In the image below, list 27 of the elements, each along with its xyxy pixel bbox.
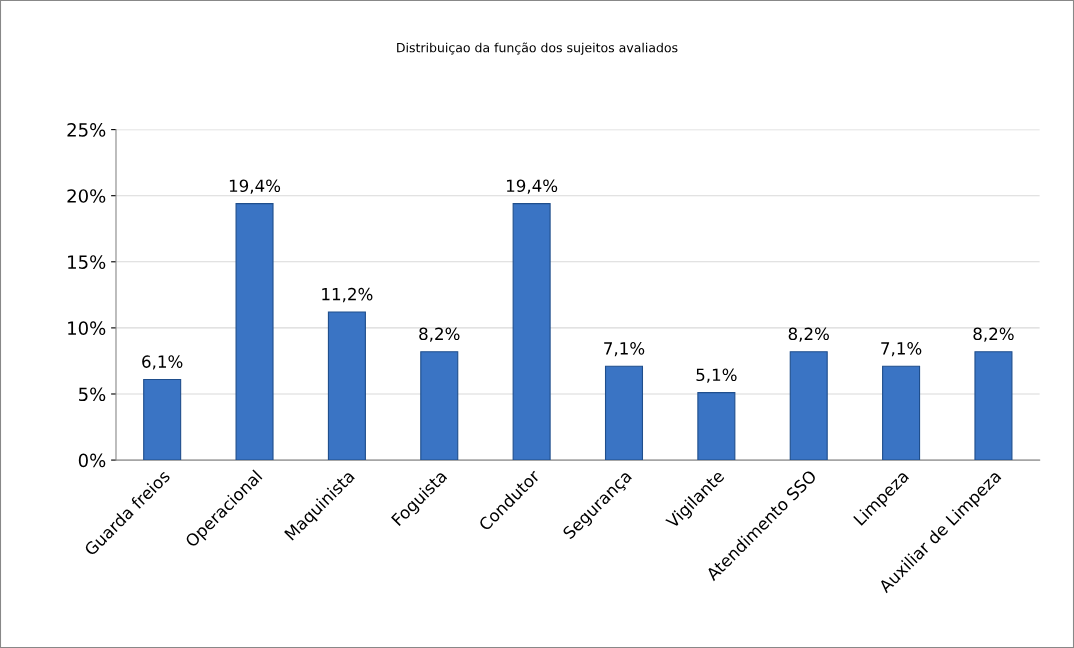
data-label: 7,1% xyxy=(604,342,645,357)
bar xyxy=(789,351,828,461)
chart-title: Distribuiçao da função dos sujeitos avaliados xyxy=(397,42,678,55)
bar xyxy=(235,203,274,461)
bar xyxy=(882,365,921,461)
y-tick-label: 25% xyxy=(67,123,106,137)
bar xyxy=(974,351,1013,461)
bar xyxy=(697,392,736,461)
data-label: 8,2% xyxy=(788,327,829,342)
data-label: 8,2% xyxy=(419,327,460,342)
y-tick-label: 0% xyxy=(78,453,106,468)
data-label: 5,1% xyxy=(696,368,737,383)
data-label: 6,1% xyxy=(142,355,183,370)
bar xyxy=(143,378,182,461)
bar xyxy=(327,311,366,461)
y-tick-label: 10% xyxy=(68,321,106,335)
data-label: 7,1% xyxy=(881,342,922,357)
data-label: 11,2% xyxy=(322,287,373,303)
bar xyxy=(604,365,644,461)
y-tick-label: 20% xyxy=(67,189,106,203)
data-label: 19,4% xyxy=(229,179,281,194)
y-tick-label: 15% xyxy=(68,255,106,269)
bar xyxy=(420,351,459,461)
bar xyxy=(512,203,551,461)
data-label: 8,2% xyxy=(973,327,1014,342)
y-tick-label: 5% xyxy=(79,387,106,402)
data-label: 19,4% xyxy=(506,179,558,194)
